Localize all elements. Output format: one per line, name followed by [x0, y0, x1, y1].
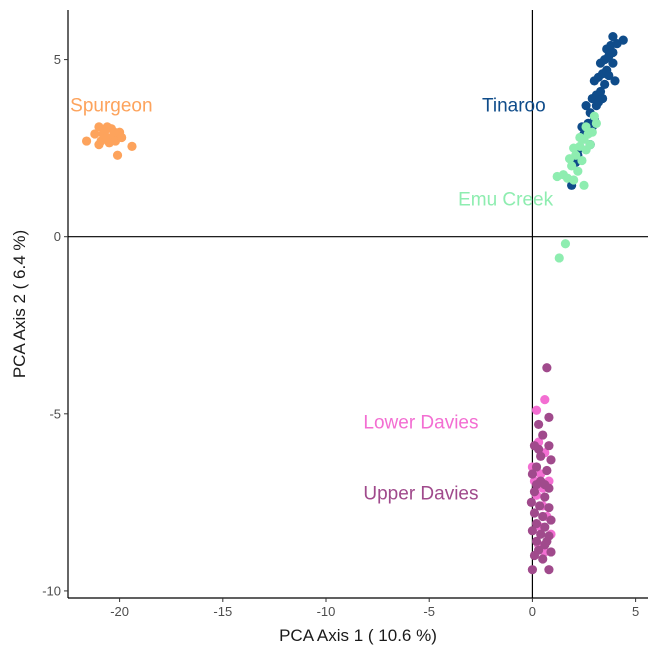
spurgeon-point	[81, 136, 92, 146]
upper-davies-point	[542, 363, 552, 373]
upper-davies-point	[546, 547, 556, 557]
emu-creek-point	[569, 175, 579, 185]
upper-davies-point	[546, 515, 556, 525]
upper-davies-point	[540, 522, 550, 532]
emu-creek-point	[575, 132, 585, 143]
emu-creek-point	[569, 143, 579, 153]
spurgeon-label: Spurgeon	[70, 96, 152, 117]
x-tick-label: 0	[529, 604, 536, 619]
upper-davies-point	[531, 519, 542, 529]
spurgeon-point	[90, 129, 100, 139]
group-labels: Spurgeon Tinaroo Emu Creek Lower Davies Uppe…	[70, 96, 553, 505]
tinaroo-point	[595, 86, 606, 97]
lower-davies-label: Lower Davies	[363, 413, 478, 434]
upper-davies-point	[531, 462, 542, 472]
tinaroo-point	[600, 79, 610, 89]
tinaroo-point	[618, 35, 628, 45]
upper-davies-point	[540, 480, 550, 490]
upper-davies-point	[529, 487, 540, 497]
upper-davies-point	[544, 412, 554, 422]
emu-creek-label: Emu Creek	[458, 190, 554, 211]
emu-creek-point	[564, 154, 575, 164]
emu-creek-point	[560, 239, 571, 249]
emu-creek-point	[591, 118, 601, 128]
upper-davies-point	[527, 526, 538, 536]
upper-davies-point	[544, 565, 554, 575]
upper-davies-label: Upper Davies	[363, 484, 478, 505]
upper-davies-point	[536, 451, 546, 461]
emu-creek-point	[589, 111, 599, 121]
spurgeon-point	[112, 150, 123, 160]
upper-davies-point	[526, 497, 536, 507]
spurgeon-point	[117, 132, 127, 143]
upper-davies-point	[538, 430, 548, 440]
x-tick-label: 5	[632, 604, 639, 619]
upper-davies-point	[534, 419, 544, 430]
emu-creek-point	[567, 161, 577, 171]
tinaroo-point	[604, 70, 614, 81]
x-tick-label: -10	[317, 604, 336, 619]
x-tick-label: -5	[423, 604, 435, 619]
emu-creek-point	[581, 122, 591, 132]
upper-davies-point	[544, 503, 554, 513]
upper-davies-point	[538, 511, 548, 522]
axis-ticks: -20 -15 -10 -5 0 5 -10 -5 0 5	[42, 52, 639, 619]
upper-davies-point	[529, 550, 540, 561]
tinaroo-point	[608, 31, 618, 42]
upper-davies-point	[531, 480, 542, 490]
y-tick-label: 5	[54, 52, 61, 67]
spurgeon-point	[102, 122, 112, 132]
upper-davies-point	[527, 469, 538, 479]
upper-davies-point	[538, 554, 548, 564]
upper-davies-point	[536, 529, 546, 539]
upper-davies-point	[542, 536, 552, 546]
data-points	[81, 31, 628, 575]
tinaroo-point	[610, 76, 620, 86]
upper-davies-point	[544, 441, 554, 451]
upper-davies-point	[535, 501, 545, 511]
emu-creek-point	[573, 166, 583, 176]
upper-davies-point	[542, 465, 552, 476]
axes	[67, 10, 648, 599]
upper-davies-point	[527, 565, 538, 575]
spurgeon-point	[127, 141, 137, 151]
upper-davies-point	[531, 536, 542, 546]
lower-davies-point	[531, 405, 542, 415]
emu-creek-point	[587, 127, 597, 137]
y-tick-label: -5	[49, 406, 61, 421]
x-axis-title: PCA Axis 1 ( 10.6 %)	[279, 626, 437, 645]
upper-davies-point	[540, 492, 550, 502]
upper-davies-point	[534, 444, 544, 454]
y-tick-label: -10	[42, 583, 61, 598]
emu-creek-point	[577, 155, 587, 166]
emu-creek-point	[579, 180, 589, 190]
tinaroo-point	[593, 97, 604, 107]
tinaroo-label: Tinaroo	[482, 96, 546, 117]
tinaroo-point	[581, 101, 591, 111]
spurgeon-point	[94, 140, 104, 150]
y-tick-label: 0	[54, 229, 61, 244]
upper-davies-point	[546, 455, 556, 465]
upper-davies-point	[529, 508, 540, 518]
lower-davies-point	[540, 395, 550, 405]
y-axis-title: PCA Axis 2 ( 6.4 %)	[10, 230, 29, 378]
tinaroo-point	[608, 58, 618, 68]
x-tick-label: -15	[213, 604, 232, 619]
x-tick-label: -20	[110, 604, 129, 619]
emu-creek-point	[585, 140, 595, 150]
emu-creek-point	[554, 253, 564, 263]
